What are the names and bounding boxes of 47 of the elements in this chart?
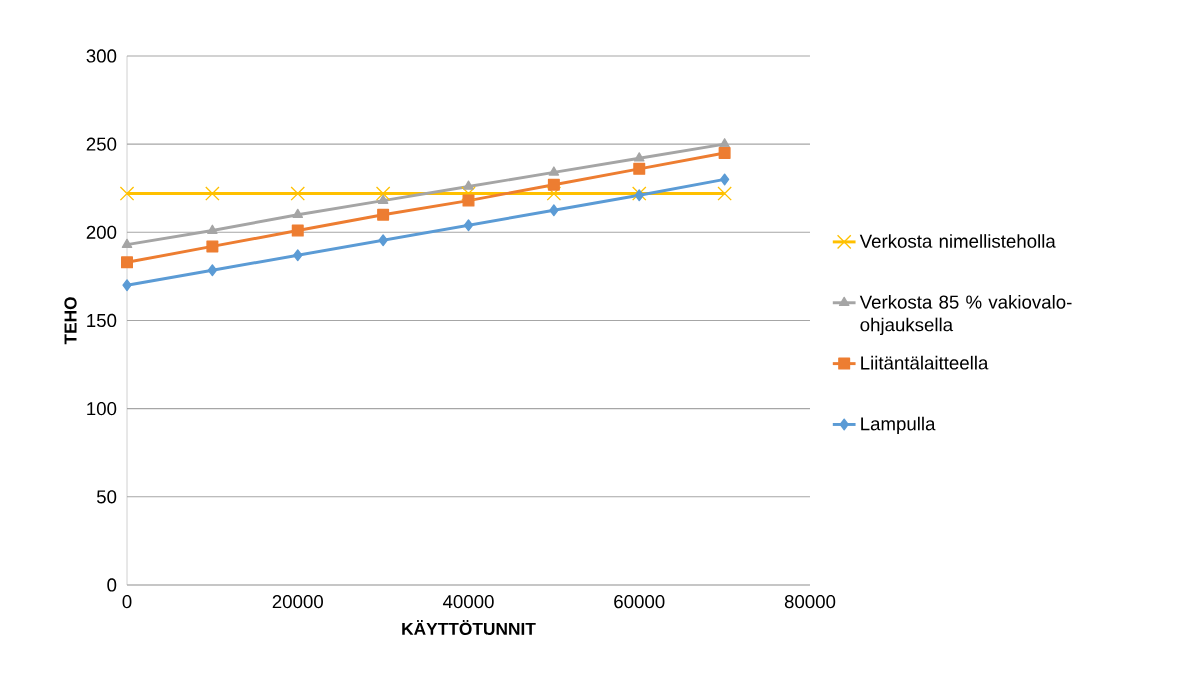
point <box>119 186 135 201</box>
x-tick-label: 60000 <box>614 595 665 609</box>
x-tick-label: 20000 <box>272 595 323 609</box>
point <box>207 224 218 234</box>
point <box>206 240 219 253</box>
point <box>291 224 304 237</box>
legend-label: Lampulla <box>861 416 936 435</box>
point <box>375 186 391 201</box>
point <box>121 256 134 269</box>
point <box>377 194 389 204</box>
point <box>290 186 306 201</box>
x-tick-label: 0 <box>122 595 132 609</box>
y-tick-label: 200 <box>86 225 117 239</box>
x-tick-label: 40000 <box>442 595 494 609</box>
point <box>719 138 730 148</box>
point <box>717 186 732 201</box>
y-tick-label: 50 <box>96 490 117 504</box>
y-tick-label: 300 <box>86 49 117 63</box>
point <box>548 166 560 176</box>
point <box>207 264 218 277</box>
point <box>633 152 645 162</box>
y-tick-label: 0 <box>107 578 117 592</box>
legend-label: Liitäntälaitteella <box>861 355 989 370</box>
point <box>205 186 220 201</box>
y-tick-label: 100 <box>87 402 117 416</box>
point <box>121 238 133 248</box>
point <box>718 146 731 159</box>
legend-label: Verkosta 85 % vakiovalo-ohjauksella <box>859 294 1072 336</box>
point <box>546 186 562 201</box>
point <box>463 219 474 232</box>
x-tick-label: 80000 <box>784 595 836 609</box>
point <box>719 173 730 186</box>
point <box>122 279 132 292</box>
point <box>549 204 559 217</box>
point <box>377 208 390 221</box>
legend-label: Verkosta nimellisteholla <box>859 234 1056 248</box>
x-axis-title: KÄYTTÖTUNNIT <box>402 620 536 636</box>
point <box>462 194 475 207</box>
y-axis-title: TEHO <box>64 297 77 345</box>
point <box>633 162 646 175</box>
point <box>378 234 388 247</box>
point <box>292 208 304 219</box>
y-tick-label: 250 <box>86 137 117 151</box>
point <box>547 178 560 191</box>
point <box>463 180 474 190</box>
y-tick-label: 150 <box>87 313 117 328</box>
point <box>293 249 303 262</box>
